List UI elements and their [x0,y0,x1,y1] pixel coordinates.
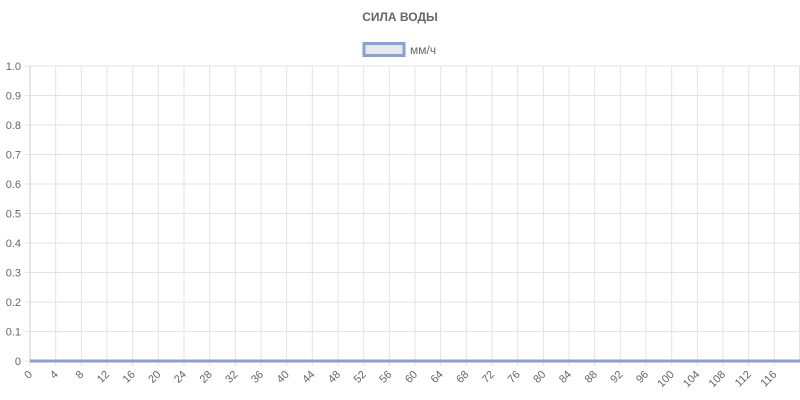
grid [25,65,800,366]
legend[interactable]: мм/ч [362,42,436,57]
x-tick-label: 104 [681,369,702,390]
x-tick-label: 4 [48,369,61,382]
y-tick-label: 1.0 [6,61,21,73]
x-tick-label: 52 [352,369,369,386]
y-tick-label: 0.8 [6,120,21,132]
x-tick-label: 44 [300,369,317,386]
x-tick-label: 116 [759,369,780,390]
x-tick-label: 60 [403,369,420,386]
y-axis-ticks: 1.0 0.9 0.8 0.7 0.6 0.5 0.4 0.3 0.2 0.1 0 [6,61,21,368]
y-tick-label: 0.9 [6,91,21,103]
y-tick-label: 0 [15,356,21,368]
x-tick-label: 28 [198,369,215,386]
x-tick-label: 0 [22,369,35,382]
x-tick-label: 68 [454,369,471,386]
x-tick-label: 80 [531,369,548,386]
y-tick-label: 0.3 [6,268,21,280]
y-tick-label: 0.5 [6,209,21,221]
x-tick-label: 112 [733,369,754,390]
x-tick-label: 108 [707,369,728,390]
x-tick-label: 88 [583,369,600,386]
x-tick-label: 72 [480,369,497,386]
y-tick-label: 0.4 [6,238,21,250]
y-tick-label: 0.2 [6,297,21,309]
x-tick-label: 92 [608,369,625,386]
x-tick-label: 40 [275,369,292,386]
x-tick-label: 48 [326,369,343,386]
x-tick-label: 16 [121,369,138,386]
x-tick-label: 56 [377,369,394,386]
y-tick-label: 0.7 [6,150,21,162]
x-tick-label: 8 [74,369,87,382]
x-tick-label: 76 [506,369,523,386]
legend-swatch[interactable] [362,42,406,57]
x-tick-label: 36 [249,369,266,386]
x-tick-label: 96 [634,369,651,386]
x-tick-label: 12 [95,369,112,386]
x-axis-ticks: 0 4 8 12 16 20 24 28 32 36 40 44 48 52 56 60 64 68 72 76 80 8… [22,369,779,390]
y-tick-label: 0.1 [6,327,21,339]
x-tick-label: 100 [655,369,676,390]
chart-title: СИЛА ВОДЫ [362,10,438,24]
x-tick-label: 20 [146,369,163,386]
x-tick-label: 64 [429,369,446,386]
x-tick-label: 24 [172,369,189,386]
x-tick-label: 32 [223,369,240,386]
x-tick-label: 84 [557,369,574,386]
legend-label: мм/ч [410,43,436,57]
y-tick-label: 0.6 [6,179,21,191]
